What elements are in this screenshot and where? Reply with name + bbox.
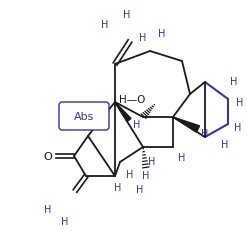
Text: H: H xyxy=(201,128,209,138)
FancyBboxPatch shape xyxy=(59,103,109,131)
Text: Abs: Abs xyxy=(74,112,94,122)
Text: H—O: H—O xyxy=(119,94,145,105)
Text: H: H xyxy=(142,170,150,180)
Text: H: H xyxy=(148,156,156,166)
Text: H: H xyxy=(136,184,144,194)
Text: H: H xyxy=(221,139,229,149)
Text: H: H xyxy=(234,122,242,132)
Text: H: H xyxy=(61,216,69,226)
Polygon shape xyxy=(173,118,200,133)
Text: O: O xyxy=(44,151,52,161)
Text: H: H xyxy=(236,97,244,108)
Text: H: H xyxy=(139,33,147,43)
Text: H: H xyxy=(44,204,52,214)
Text: H: H xyxy=(133,119,141,129)
Text: H: H xyxy=(126,169,134,179)
Text: H: H xyxy=(101,20,109,30)
Text: H: H xyxy=(178,152,186,162)
Text: H: H xyxy=(114,182,122,192)
Text: H: H xyxy=(230,77,238,87)
Text: H: H xyxy=(123,10,131,20)
Text: H: H xyxy=(158,29,166,39)
Polygon shape xyxy=(115,103,131,122)
